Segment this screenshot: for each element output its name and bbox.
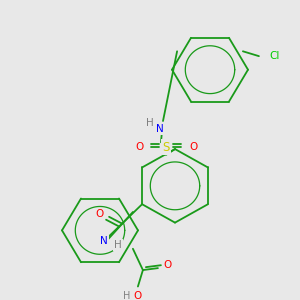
Text: N: N	[100, 236, 108, 246]
Text: H: H	[122, 291, 130, 300]
Text: N: N	[156, 124, 164, 134]
Text: O: O	[164, 260, 172, 270]
Text: H: H	[114, 240, 122, 250]
Text: O: O	[134, 291, 142, 300]
Text: O: O	[189, 142, 197, 152]
Text: O: O	[135, 142, 143, 152]
Text: H: H	[146, 118, 154, 128]
Text: S: S	[162, 141, 170, 154]
Text: O: O	[95, 209, 103, 219]
Text: Cl: Cl	[269, 51, 279, 61]
